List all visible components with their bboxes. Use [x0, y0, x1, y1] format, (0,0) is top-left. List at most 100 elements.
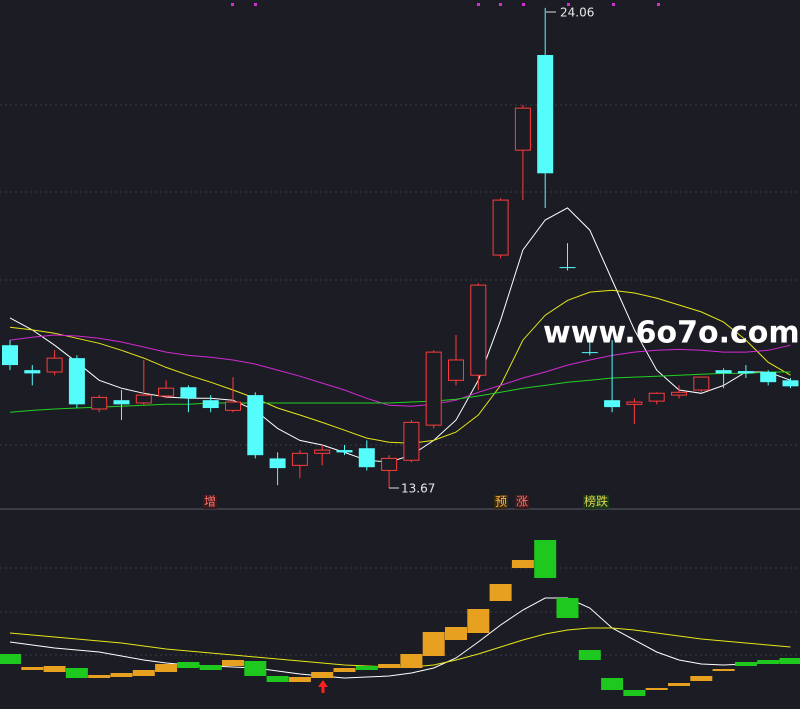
candle-body — [113, 400, 130, 405]
high-label: 24.06 — [560, 6, 594, 20]
candle-body — [537, 54, 554, 174]
candle-body — [489, 584, 512, 601]
candle-body — [623, 690, 646, 696]
candle-body — [68, 358, 85, 405]
candle-body — [601, 678, 624, 690]
signal-bg — [203, 495, 217, 509]
candle-body — [534, 540, 557, 578]
candle-body — [266, 676, 289, 682]
annotations: 24.06 13.67 — [389, 6, 594, 496]
candle-body — [425, 351, 442, 426]
candle-body — [88, 675, 111, 678]
candle-body — [511, 560, 534, 568]
dot — [254, 3, 257, 6]
dot — [231, 3, 234, 6]
candle-body — [693, 376, 710, 391]
grid — [0, 104, 800, 656]
candle-body — [0, 654, 21, 664]
candle-body — [467, 609, 490, 633]
candle-body — [734, 662, 757, 666]
top-dots — [231, 3, 660, 6]
candle-body — [177, 662, 200, 668]
dot — [477, 3, 480, 6]
candle-body — [690, 676, 713, 681]
candle-body — [782, 380, 799, 387]
plot — [0, 7, 800, 696]
candle-body — [445, 627, 467, 640]
candle-body — [604, 400, 621, 408]
candle-body — [180, 387, 197, 399]
candle-body — [91, 396, 108, 410]
candle-body — [222, 660, 244, 666]
dot — [522, 3, 525, 6]
candle-body — [288, 677, 311, 682]
candle-body — [336, 450, 353, 453]
candle-body — [135, 394, 152, 404]
candle-body — [132, 670, 155, 676]
candle-body — [448, 359, 464, 381]
signal: 榜跌 — [584, 494, 608, 509]
candle-body — [668, 683, 690, 686]
signals: 增 预 涨 榜跌 — [203, 494, 609, 509]
dot — [499, 3, 502, 6]
candle-body — [21, 667, 44, 670]
dot — [612, 3, 615, 6]
candle-body — [199, 665, 222, 670]
candle-body — [355, 666, 378, 670]
signal-bg — [583, 495, 609, 509]
candle-body — [648, 392, 665, 402]
indicator-line — [9, 289, 791, 444]
candle-body — [645, 688, 668, 690]
candle-body — [358, 448, 375, 468]
candle-body — [65, 668, 88, 678]
candle-body — [470, 284, 487, 376]
candle-body — [581, 352, 598, 354]
indicator-line — [9, 627, 791, 668]
watermark: www.6o7o.com — [543, 316, 800, 351]
candle-body — [155, 664, 178, 672]
signal: 预 — [495, 495, 507, 509]
candle-body — [712, 669, 735, 671]
candle-body — [737, 371, 754, 374]
candle-body — [311, 672, 334, 678]
candle-body — [715, 370, 732, 374]
signal: 增 — [204, 495, 216, 509]
candle-body — [158, 387, 175, 397]
candle-body — [378, 664, 401, 668]
candle-body — [291, 452, 308, 466]
candle-body — [269, 458, 286, 469]
candle-body — [403, 421, 420, 461]
indicator-line — [9, 207, 791, 463]
candle-body — [244, 661, 267, 676]
dot — [657, 3, 660, 6]
low-label: 13.67 — [401, 482, 435, 496]
candle-body — [202, 400, 219, 409]
indicator-line — [9, 597, 791, 679]
candle-body — [559, 267, 576, 269]
dot — [567, 3, 570, 6]
candle-body — [110, 673, 133, 677]
candle-body — [578, 650, 601, 660]
candle-body — [556, 598, 579, 618]
candle-body — [671, 391, 687, 396]
candle-body — [779, 658, 800, 664]
candle-body — [24, 370, 41, 374]
candle-body — [760, 371, 777, 383]
candle-body — [626, 401, 643, 405]
signal: 涨 — [516, 494, 528, 509]
candle-body — [381, 457, 398, 471]
candle-body — [225, 401, 241, 411]
signal-bg — [515, 495, 529, 509]
candle-body — [400, 654, 423, 668]
candle-body — [422, 632, 445, 656]
indicator-line — [9, 334, 791, 407]
candle-body — [333, 668, 356, 672]
candle-body — [314, 449, 331, 454]
signal-bg — [494, 495, 508, 509]
candle-body — [492, 199, 509, 256]
candle-body — [43, 666, 66, 672]
candle-body — [2, 345, 18, 366]
candle-body — [46, 357, 63, 373]
